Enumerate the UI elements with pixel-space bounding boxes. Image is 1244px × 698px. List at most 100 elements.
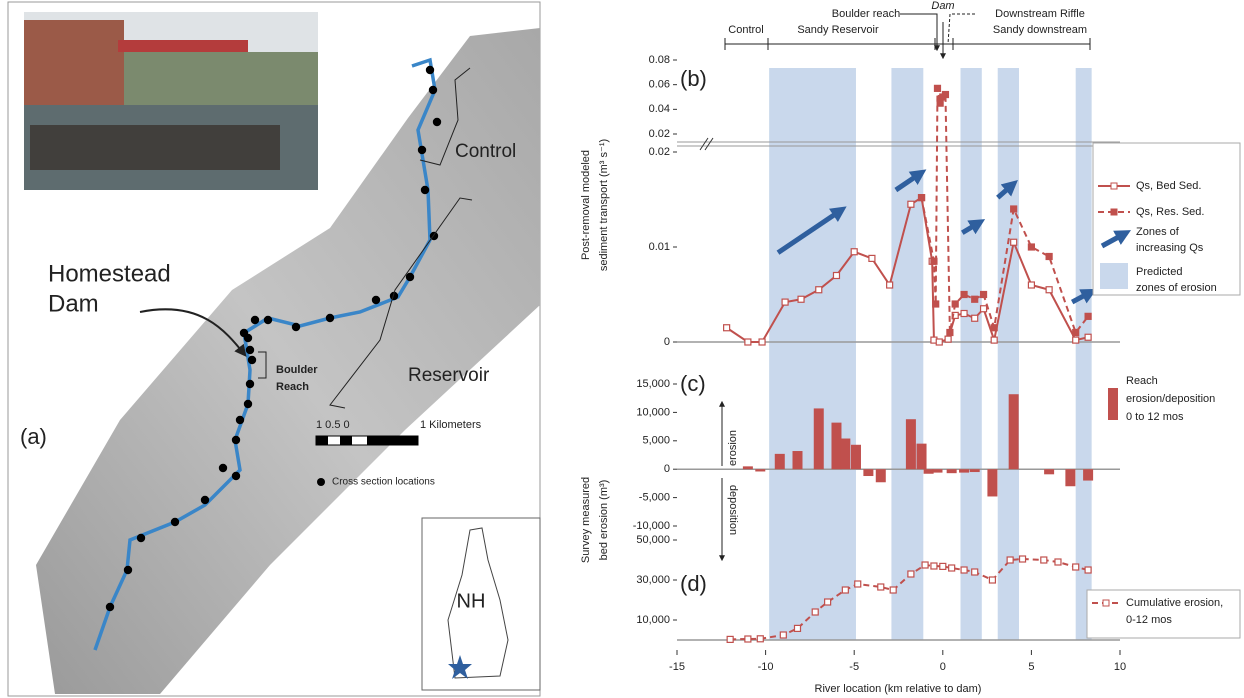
qs-arrow (776, 206, 847, 255)
x-tick-label: 10 (1114, 661, 1126, 673)
bar (959, 469, 970, 473)
cross-section-dot (218, 463, 228, 473)
marker (854, 580, 862, 588)
state-star (448, 655, 472, 679)
y-axis-label: bed erosion (m³) (598, 480, 610, 561)
marker (990, 336, 998, 344)
reach-header: Boulder reach Dam Downstream Riffle Cont… (724, 0, 1091, 60)
scale-bar (315, 435, 419, 446)
legend-label: Zones of (1136, 226, 1180, 238)
photo-timbers (30, 125, 280, 170)
cross-section-dot (420, 185, 430, 195)
marker (990, 324, 998, 332)
legend-label: Predicted (1136, 266, 1182, 278)
marker (960, 309, 968, 318)
boulder-label: Boulder (276, 364, 318, 376)
y-tick-label: 50,000 (636, 534, 670, 546)
marker (1054, 558, 1062, 566)
map-legend: Cross section locations (332, 477, 435, 488)
reach-label: Downstream Riffle (995, 8, 1085, 20)
boulder-label: Reach (276, 381, 309, 393)
marker (1018, 555, 1027, 563)
marker (936, 99, 944, 107)
cross-section-dot (231, 471, 241, 481)
qs-arrow (1070, 288, 1097, 305)
marker (921, 561, 929, 569)
marker (744, 635, 752, 643)
photo-bridge (118, 40, 248, 52)
shade-layer (769, 68, 1092, 640)
bar (923, 469, 934, 474)
cross-section-dot (245, 379, 255, 389)
scale-unit: 1 Kilometers (420, 419, 482, 431)
y-tick-label: -10,000 (633, 520, 670, 532)
erosion-zone (891, 68, 924, 640)
boulder-bracket (258, 351, 267, 379)
marker (797, 295, 805, 303)
marker (850, 248, 858, 256)
state-label: NH (457, 590, 486, 612)
y-tick-label: 0 (664, 336, 670, 348)
marker (960, 566, 968, 574)
y-tick-label: 0.02 (649, 128, 670, 140)
bar (792, 451, 803, 470)
bar (875, 469, 886, 483)
cross-section-dot (389, 291, 399, 301)
marker (886, 281, 894, 289)
legend-label: erosion/deposition (1126, 393, 1215, 405)
marker (889, 586, 897, 594)
marker (726, 635, 734, 644)
reach-label: Boulder reach (832, 8, 901, 20)
cross-section-dot (428, 85, 438, 95)
marker (811, 608, 819, 616)
qs-arrow (996, 179, 1018, 200)
y-tick-label: 5,000 (642, 435, 670, 447)
x-tick-label: -5 (849, 661, 859, 673)
cross-section-dot (291, 322, 301, 332)
reach-label: Control (728, 24, 763, 36)
marker (781, 298, 789, 306)
bar (813, 408, 824, 470)
marker (1072, 563, 1080, 571)
photo-building (24, 20, 124, 115)
dam-label: Homestead (48, 260, 171, 287)
marker (824, 598, 832, 606)
legend-label: increasing Qs (1136, 242, 1204, 254)
y-tick-label: 0.06 (649, 79, 670, 91)
marker (1045, 286, 1053, 294)
y-tick-label: 0.01 (649, 241, 670, 253)
panel-label: (d) (680, 571, 707, 596)
y-axis-label: Post-removal modeled (580, 150, 592, 260)
bar (755, 469, 766, 472)
scale-seg (340, 436, 352, 445)
cross-section-dot (136, 533, 146, 543)
marker (907, 570, 915, 578)
marker (1040, 556, 1048, 564)
scale-seg (367, 436, 418, 445)
scale-seg (316, 436, 328, 445)
y-tick-label: 10,000 (636, 614, 670, 626)
y-tick-label: 0.04 (649, 103, 670, 115)
marker (988, 576, 997, 584)
cross-section-dot (263, 315, 273, 325)
x-tick-label: -15 (669, 661, 685, 673)
bar (946, 469, 957, 474)
marker (946, 328, 954, 337)
legend-marker (1110, 182, 1118, 190)
marker (779, 631, 787, 639)
x-axis-label: River location (km relative to dam) (815, 683, 982, 695)
x-tick-label: 0 (940, 661, 946, 673)
bar (742, 466, 753, 470)
x-tick-label: 5 (1028, 661, 1034, 673)
marker (932, 300, 940, 308)
y-tick-label: 15,000 (636, 378, 670, 390)
qs-arrow (894, 169, 927, 193)
qs-arrow (961, 219, 986, 235)
bar (850, 444, 861, 470)
marker (723, 324, 731, 332)
y-axis-label: Survey measured (580, 477, 592, 563)
cross-section-dots (105, 65, 442, 612)
marker (1072, 336, 1080, 344)
cross-section-dot (371, 295, 381, 305)
cross-section-dot (325, 313, 335, 323)
